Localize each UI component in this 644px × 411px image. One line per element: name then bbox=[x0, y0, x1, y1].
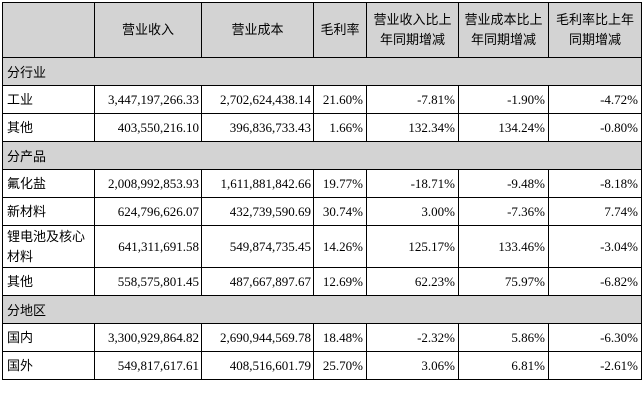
cell-revenue: 641,311,691.58 bbox=[94, 225, 202, 268]
cell-margin-yoy: -2.61% bbox=[548, 351, 642, 380]
section-row-by-region: 分地区 bbox=[2, 295, 642, 324]
cell-margin: 1.66% bbox=[313, 113, 367, 142]
cell-margin: 12.69% bbox=[313, 267, 367, 296]
cell-cost-yoy: -1.90% bbox=[458, 85, 549, 114]
cell-revenue: 624,796,626.07 bbox=[94, 197, 202, 226]
row-label: 国外 bbox=[2, 351, 95, 380]
cell-cost: 1,611,881,842.66 bbox=[201, 169, 314, 198]
cell-cost-yoy: -9.48% bbox=[458, 169, 549, 198]
cell-margin-yoy: -4.72% bbox=[548, 85, 642, 114]
cell-cost: 487,667,897.67 bbox=[201, 267, 314, 296]
cell-cost: 432,739,590.69 bbox=[201, 197, 314, 226]
section-row-by-product: 分产品 bbox=[2, 141, 642, 170]
cell-cost: 2,702,624,438.14 bbox=[201, 85, 314, 114]
cell-revenue-yoy: -18.71% bbox=[366, 169, 459, 198]
cell-margin-yoy: -8.18% bbox=[548, 169, 642, 198]
cell-cost-yoy: 133.46% bbox=[458, 225, 549, 268]
table-row-other-product: 其他 558,575,801.45 487,667,897.67 12.69% … bbox=[2, 267, 642, 296]
cell-revenue: 403,550,216.10 bbox=[94, 113, 202, 142]
header-revenue-yoy: 营业收入比上年同期增减 bbox=[366, 2, 459, 58]
cell-margin-yoy: -6.82% bbox=[548, 267, 642, 296]
cell-cost-yoy: -7.36% bbox=[458, 197, 549, 226]
section-row-by-industry: 分行业 bbox=[2, 57, 642, 86]
cell-revenue-yoy: -7.81% bbox=[366, 85, 459, 114]
cell-revenue: 3,447,197,266.33 bbox=[94, 85, 202, 114]
table-row-fluoride-salt: 氟化盐 2,008,992,853.93 1,611,881,842.66 19… bbox=[2, 169, 642, 198]
row-label: 氟化盐 bbox=[2, 169, 95, 198]
cell-margin: 14.26% bbox=[313, 225, 367, 268]
cell-margin: 30.74% bbox=[313, 197, 367, 226]
cell-margin: 25.70% bbox=[313, 351, 367, 380]
header-corner-cell bbox=[2, 2, 95, 58]
table-row-industrial: 工业 3,447,197,266.33 2,702,624,438.14 21.… bbox=[2, 85, 642, 114]
cell-margin-yoy: -3.04% bbox=[548, 225, 642, 268]
cell-revenue: 549,817,617.61 bbox=[94, 351, 202, 380]
row-label: 锂电池及核心材料 bbox=[2, 225, 95, 268]
cell-revenue: 2,008,992,853.93 bbox=[94, 169, 202, 198]
cell-cost-yoy: 134.24% bbox=[458, 113, 549, 142]
cell-cost: 2,690,944,569.78 bbox=[201, 323, 314, 352]
cell-revenue-yoy: -2.32% bbox=[366, 323, 459, 352]
cell-cost-yoy: 5.86% bbox=[458, 323, 549, 352]
table-row-overseas: 国外 549,817,617.61 408,516,601.79 25.70% … bbox=[2, 351, 642, 380]
row-label: 国内 bbox=[2, 323, 95, 352]
cell-margin-yoy: 7.74% bbox=[548, 197, 642, 226]
table-row-domestic: 国内 3,300,929,864.82 2,690,944,569.78 18.… bbox=[2, 323, 642, 352]
table-row-lithium-battery: 锂电池及核心材料 641,311,691.58 549,874,735.45 1… bbox=[2, 225, 642, 268]
cell-margin-yoy: -0.80% bbox=[548, 113, 642, 142]
row-label: 工业 bbox=[2, 85, 95, 114]
section-label: 分地区 bbox=[2, 295, 642, 324]
cell-margin: 18.48% bbox=[313, 323, 367, 352]
cell-cost-yoy: 75.97% bbox=[458, 267, 549, 296]
cell-revenue-yoy: 125.17% bbox=[366, 225, 459, 268]
header-cost: 营业成本 bbox=[201, 2, 314, 58]
header-cost-yoy: 营业成本比上年同期增减 bbox=[458, 2, 549, 58]
table-row-other-industry: 其他 403,550,216.10 396,836,733.43 1.66% 1… bbox=[2, 113, 642, 142]
cell-margin: 21.60% bbox=[313, 85, 367, 114]
cell-cost-yoy: 6.81% bbox=[458, 351, 549, 380]
section-label: 分行业 bbox=[2, 57, 642, 86]
row-label: 其他 bbox=[2, 267, 95, 296]
row-label: 新材料 bbox=[2, 197, 95, 226]
table-row-new-materials: 新材料 624,796,626.07 432,739,590.69 30.74%… bbox=[2, 197, 642, 226]
row-label: 其他 bbox=[2, 113, 95, 142]
header-margin-yoy: 毛利率比上年同期增减 bbox=[548, 2, 642, 58]
header-revenue: 营业收入 bbox=[94, 2, 202, 58]
cell-cost: 408,516,601.79 bbox=[201, 351, 314, 380]
cell-margin-yoy: -6.30% bbox=[548, 323, 642, 352]
cell-revenue-yoy: 3.00% bbox=[366, 197, 459, 226]
segment-financial-table: 营业收入 营业成本 毛利率 营业收入比上年同期增减 营业成本比上年同期增减 毛利… bbox=[2, 2, 642, 380]
cell-cost: 549,874,735.45 bbox=[201, 225, 314, 268]
cell-revenue: 558,575,801.45 bbox=[94, 267, 202, 296]
cell-margin: 19.77% bbox=[313, 169, 367, 198]
cell-cost: 396,836,733.43 bbox=[201, 113, 314, 142]
cell-revenue-yoy: 3.06% bbox=[366, 351, 459, 380]
header-row: 营业收入 营业成本 毛利率 营业收入比上年同期增减 营业成本比上年同期增减 毛利… bbox=[2, 2, 642, 58]
cell-revenue-yoy: 132.34% bbox=[366, 113, 459, 142]
section-label: 分产品 bbox=[2, 141, 642, 170]
header-margin: 毛利率 bbox=[313, 2, 367, 58]
cell-revenue-yoy: 62.23% bbox=[366, 267, 459, 296]
cell-revenue: 3,300,929,864.82 bbox=[94, 323, 202, 352]
